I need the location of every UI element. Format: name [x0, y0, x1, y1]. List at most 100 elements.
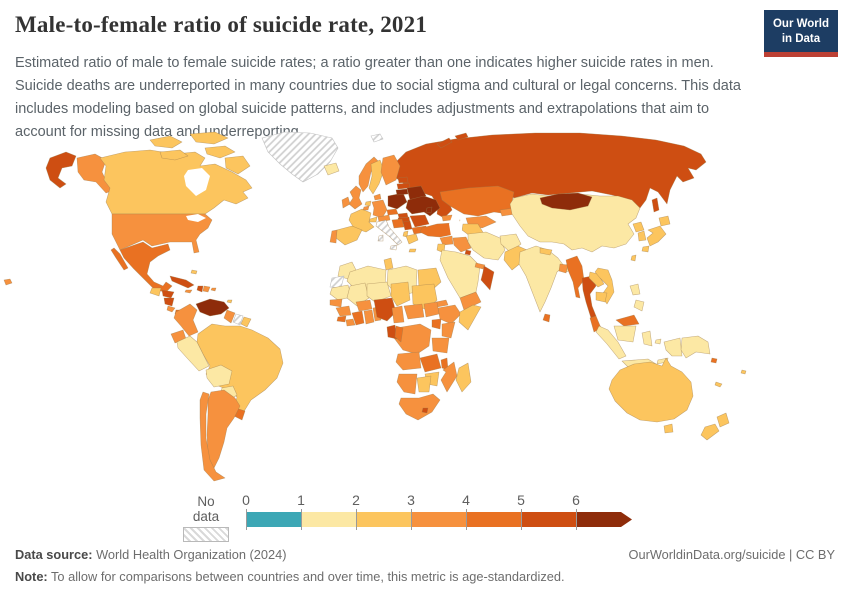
country-solomon-islands[interactable]: [710, 357, 718, 364]
country-zambia[interactable]: [419, 353, 442, 373]
country-mexico-baja[interactable]: [110, 247, 129, 271]
country-italy-sardinia[interactable]: [377, 234, 384, 242]
legend-bin-6-plus[interactable]: [576, 512, 632, 527]
country-greece[interactable]: [405, 233, 419, 245]
legend-no-data-swatch[interactable]: [183, 527, 229, 542]
country-bahamas[interactable]: [190, 269, 198, 275]
country-botswana[interactable]: [416, 375, 432, 393]
country-lesotho[interactable]: [421, 407, 429, 414]
country-lithuania[interactable]: [395, 188, 409, 196]
country-burkina-faso[interactable]: [355, 299, 373, 312]
country-italy-sicily[interactable]: [389, 244, 398, 251]
country-bolivia[interactable]: [205, 364, 233, 388]
country-tanzania[interactable]: [431, 337, 450, 354]
country-mongolia[interactable]: [539, 192, 593, 211]
country-iceland[interactable]: [323, 162, 340, 176]
country-uae[interactable]: [474, 262, 486, 270]
country-syria[interactable]: [439, 235, 454, 246]
country-sweden[interactable]: [368, 159, 385, 195]
country-jamaica[interactable]: [184, 289, 193, 294]
country-poland[interactable]: [387, 192, 408, 210]
country-italy[interactable]: [375, 219, 403, 246]
country-haiti[interactable]: [196, 285, 204, 293]
country-netherlands[interactable]: [364, 200, 372, 207]
country-sri-lanka[interactable]: [542, 313, 551, 323]
country-japan-honshu[interactable]: [646, 225, 667, 247]
country-united-kingdom[interactable]: [348, 185, 363, 210]
legend-bin-4-5[interactable]: [466, 512, 521, 527]
country-cameroon[interactable]: [391, 305, 405, 324]
country-georgia[interactable]: [441, 214, 453, 222]
country-philippines-luzon[interactable]: [629, 283, 641, 296]
country-fiji[interactable]: [740, 369, 747, 375]
country-azerbaijan[interactable]: [449, 218, 461, 227]
country-cuba[interactable]: [169, 275, 195, 289]
country-finland[interactable]: [380, 154, 401, 186]
legend-bin-2-3[interactable]: [356, 512, 411, 527]
country-congo[interactable]: [394, 325, 404, 343]
country-colombia[interactable]: [173, 303, 199, 337]
country-peru[interactable]: [176, 335, 210, 372]
legend-bin-1-2[interactable]: [301, 512, 356, 527]
country-nicaragua[interactable]: [163, 297, 175, 307]
country-canada[interactable]: [99, 149, 253, 215]
country-russia-chukotka-wrap[interactable]: [45, 151, 77, 189]
country-madagascar[interactable]: [455, 362, 472, 393]
country-south-korea[interactable]: [637, 230, 647, 242]
country-ireland[interactable]: [341, 196, 351, 209]
country-canada-arctic-1[interactable]: [149, 135, 183, 149]
country-indonesia-borneo[interactable]: [613, 325, 637, 343]
country-suriname[interactable]: [232, 313, 244, 326]
country-indonesia-sumatra[interactable]: [595, 325, 627, 360]
country-nepal[interactable]: [539, 247, 553, 256]
country-czechia[interactable]: [386, 208, 399, 216]
country-liberia[interactable]: [345, 318, 356, 327]
legend-bin-3-4[interactable]: [411, 512, 466, 527]
country-france[interactable]: [348, 208, 375, 233]
country-ivory-coast[interactable]: [351, 310, 365, 326]
country-oman[interactable]: [480, 265, 495, 291]
country-dominican-republic[interactable]: [202, 285, 211, 293]
country-north-korea[interactable]: [632, 221, 645, 233]
country-switzerland[interactable]: [368, 216, 378, 223]
country-dr-congo[interactable]: [393, 323, 432, 355]
country-papua-new-guinea[interactable]: [680, 335, 711, 359]
country-estonia[interactable]: [397, 176, 409, 184]
country-somalia[interactable]: [458, 304, 482, 331]
country-argentina[interactable]: [206, 389, 241, 471]
country-new-zealand-south[interactable]: [700, 423, 720, 441]
country-austria[interactable]: [377, 214, 391, 223]
country-kenya[interactable]: [441, 321, 456, 339]
country-romania[interactable]: [409, 214, 430, 228]
country-bangladesh[interactable]: [558, 263, 569, 274]
country-japan-kyushu[interactable]: [641, 245, 650, 253]
country-honduras[interactable]: [161, 289, 175, 299]
country-egypt[interactable]: [417, 267, 442, 291]
country-guinea[interactable]: [335, 305, 352, 317]
country-united-states[interactable]: [111, 213, 213, 254]
legend-bin-5-6[interactable]: [521, 512, 576, 527]
legend-bin-0-1[interactable]: [246, 512, 301, 527]
country-mauritania[interactable]: [329, 284, 353, 301]
country-canada-baffin[interactable]: [224, 155, 251, 175]
country-taiwan[interactable]: [630, 254, 637, 262]
country-ethiopia[interactable]: [437, 304, 462, 325]
country-angola[interactable]: [395, 351, 422, 371]
country-french-guiana[interactable]: [240, 316, 252, 328]
country-croatia[interactable]: [391, 218, 405, 229]
country-belgium[interactable]: [362, 205, 370, 211]
country-india[interactable]: [518, 245, 565, 313]
country-puerto-rico[interactable]: [210, 287, 217, 292]
country-nigeria[interactable]: [373, 297, 397, 322]
country-greenland[interactable]: [261, 131, 339, 183]
country-venezuela[interactable]: [195, 298, 230, 317]
country-denmark[interactable]: [373, 193, 382, 201]
country-kuwait[interactable]: [464, 249, 472, 256]
country-sierra-leone[interactable]: [336, 315, 347, 323]
country-saudi-arabia[interactable]: [439, 249, 481, 299]
owid-logo[interactable]: Our World in Data: [763, 10, 838, 57]
country-new-zealand-north[interactable]: [716, 412, 730, 428]
country-tunisia[interactable]: [383, 257, 394, 271]
country-new-caledonia[interactable]: [714, 381, 723, 388]
country-namibia[interactable]: [396, 373, 418, 395]
